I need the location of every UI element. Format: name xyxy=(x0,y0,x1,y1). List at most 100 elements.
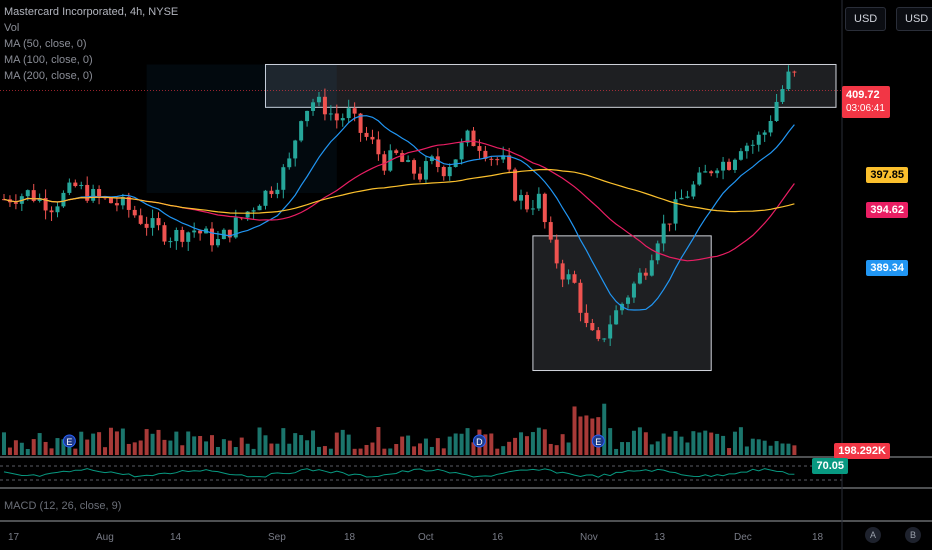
candle-body xyxy=(596,330,601,339)
symbol-title: Mastercard Incorporated, 4h, NYSE xyxy=(4,6,179,18)
volume-bar xyxy=(198,436,203,455)
volume-bar xyxy=(471,442,476,455)
candle-body xyxy=(786,71,791,90)
candle-body xyxy=(233,217,238,238)
candle-body xyxy=(768,120,773,133)
volume-bar xyxy=(251,448,256,455)
volume-bar xyxy=(608,428,613,455)
candle-body xyxy=(703,171,708,173)
volume-bar xyxy=(489,433,494,455)
x-axis-label: Dec xyxy=(734,532,752,543)
volume-bar xyxy=(441,448,446,455)
candle-body xyxy=(542,193,547,223)
volume-bar xyxy=(524,436,529,455)
macd-legend: MACD (12, 26, close, 9) xyxy=(4,500,122,512)
candle-body xyxy=(732,159,737,170)
volume-bar xyxy=(257,427,262,455)
volume-bar xyxy=(85,439,90,455)
volume-bar xyxy=(233,447,238,455)
volume-bar xyxy=(358,448,363,455)
volume-bar xyxy=(245,443,250,455)
volume-bar xyxy=(673,431,678,455)
event-marker-label: E xyxy=(595,437,601,447)
candle-body xyxy=(590,323,595,331)
volume-bar xyxy=(721,435,726,455)
candle-body xyxy=(293,140,298,159)
volume-bar xyxy=(661,433,666,455)
candle-body xyxy=(441,166,446,177)
last-price-tag: 409.72 03:06:41 xyxy=(842,86,890,118)
candle-body xyxy=(180,229,185,242)
volume-bar xyxy=(435,438,440,455)
candle-body xyxy=(667,223,672,225)
volume-bar xyxy=(79,431,84,455)
volume-bar xyxy=(13,440,18,455)
volume-bar xyxy=(768,445,773,455)
x-axis-label: Nov xyxy=(580,532,598,543)
ma200-legend: MA (200, close, 0) xyxy=(4,70,93,82)
volume-bar xyxy=(144,429,149,455)
candle-body xyxy=(691,184,696,197)
volume-bar xyxy=(685,442,690,455)
rsi-line xyxy=(3,468,795,478)
candle-body xyxy=(548,222,553,240)
candle-body xyxy=(269,190,274,195)
candle-body xyxy=(275,189,280,195)
volume-bar xyxy=(352,448,357,455)
volume-bar xyxy=(239,437,244,455)
volume-bar xyxy=(305,440,310,455)
x-axis-label: Sep xyxy=(268,532,286,543)
candle-body xyxy=(519,195,524,201)
volume-bar xyxy=(103,447,108,455)
volume-legend: Vol xyxy=(4,22,20,34)
volume-bar xyxy=(394,444,399,455)
volume-bar xyxy=(7,447,12,455)
currency-button-2[interactable]: USD xyxy=(896,7,932,31)
volume-bar xyxy=(388,448,393,455)
candle-body xyxy=(715,170,720,174)
volume-bar xyxy=(287,443,292,455)
candle-body xyxy=(524,195,529,210)
candle-body xyxy=(750,144,755,146)
volume-bar xyxy=(774,441,779,455)
volume-bar xyxy=(132,442,137,455)
volume-bar xyxy=(602,403,607,455)
currency-button-1[interactable]: USD xyxy=(845,7,887,31)
volume-bar xyxy=(162,439,167,455)
candle-body xyxy=(608,324,613,339)
candle-body xyxy=(114,203,119,206)
auto-scale-button[interactable]: A xyxy=(865,527,881,543)
x-axis-label: 16 xyxy=(492,532,504,543)
candle-body xyxy=(37,198,42,201)
volume-bar xyxy=(548,443,553,455)
candle-body xyxy=(400,153,405,162)
volume-bar xyxy=(780,443,785,455)
volume-bar xyxy=(715,433,720,455)
volume-bar xyxy=(126,443,131,455)
candle-body xyxy=(394,150,399,154)
volume-bar xyxy=(215,446,220,455)
log-scale-button[interactable]: B xyxy=(905,527,921,543)
candle-body xyxy=(340,118,345,121)
candle-body xyxy=(453,159,458,167)
candle-body xyxy=(406,160,411,162)
volume-bar xyxy=(554,445,559,455)
volume-bar xyxy=(655,441,660,455)
volume-bar xyxy=(382,448,387,455)
candle-body xyxy=(780,89,785,102)
candle-body xyxy=(49,210,54,213)
volume-bar xyxy=(275,443,280,455)
volume-bar xyxy=(138,440,143,455)
candle-body xyxy=(578,282,583,313)
candle-body xyxy=(162,225,167,242)
volume-bar xyxy=(91,433,96,455)
ma200-price-tag: 397.85 xyxy=(866,167,908,183)
candle-body xyxy=(138,215,143,224)
volume-bar xyxy=(186,431,191,455)
candle-body xyxy=(73,182,78,187)
candle-body xyxy=(79,184,84,187)
volume-bar xyxy=(328,448,333,455)
volume-bar xyxy=(376,427,381,455)
ma200-line xyxy=(3,168,795,214)
